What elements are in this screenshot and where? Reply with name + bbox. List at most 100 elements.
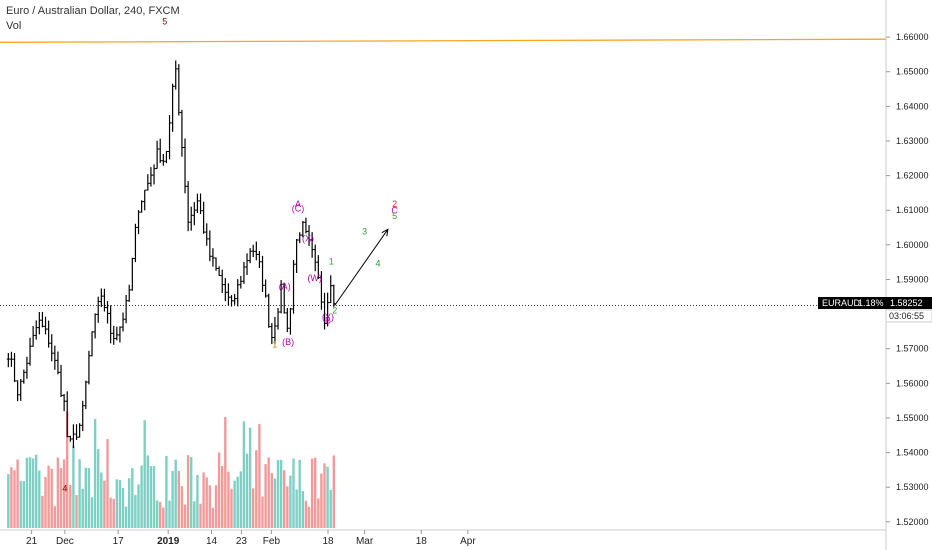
projection-arrow[interactable] xyxy=(334,229,389,306)
wave-label: 4 xyxy=(375,258,380,268)
wave-label: 3 xyxy=(362,227,367,237)
candle xyxy=(78,423,82,438)
volume-bar xyxy=(128,478,131,528)
candle xyxy=(211,248,215,267)
volume-bar xyxy=(28,457,32,528)
volume-bar xyxy=(155,500,159,528)
volume-bar xyxy=(152,466,156,528)
wave-label: 2 xyxy=(392,199,397,209)
candle xyxy=(310,232,314,258)
volume-bar xyxy=(131,468,134,528)
candle xyxy=(242,261,246,284)
x-tick-label: 14 xyxy=(206,536,218,547)
volume-bar xyxy=(75,495,78,528)
volume-bar xyxy=(214,485,218,528)
volume-bar xyxy=(233,480,236,528)
chart-title: Euro / Australian Dollar, 240, FXCM xyxy=(6,5,180,17)
volume-bar xyxy=(143,420,146,528)
volume-bar xyxy=(276,460,280,528)
volume-bar xyxy=(310,458,314,528)
x-tick-label: 18 xyxy=(416,536,428,547)
volume-bar xyxy=(329,489,332,528)
candle xyxy=(25,356,29,379)
candle xyxy=(248,248,252,264)
wave-label: (A) xyxy=(279,282,291,292)
candle xyxy=(68,435,72,442)
candle xyxy=(177,64,181,116)
candle xyxy=(74,424,79,440)
candle xyxy=(319,271,324,310)
volume-bar xyxy=(140,465,143,528)
volume-bar xyxy=(19,480,22,528)
candle xyxy=(226,283,231,306)
candle xyxy=(99,288,103,307)
wave-label: C xyxy=(391,206,398,216)
volume-bar xyxy=(242,421,246,528)
candle xyxy=(198,193,203,214)
candle xyxy=(186,181,190,232)
chart-legend: Euro / Australian Dollar, 240, FXCM Vol xyxy=(6,4,180,34)
volume-bar xyxy=(38,470,41,528)
candle xyxy=(273,316,277,345)
volume-bar xyxy=(174,459,177,528)
volume-bar xyxy=(109,497,112,528)
candle xyxy=(121,312,125,332)
candle xyxy=(40,311,45,328)
volume-bar xyxy=(224,416,227,528)
volume-bar xyxy=(326,466,329,528)
volume-bar xyxy=(286,486,289,528)
candle xyxy=(313,244,317,272)
volume-bar xyxy=(124,506,128,528)
volume-bar xyxy=(270,473,273,528)
candle xyxy=(109,305,113,344)
volume-bar xyxy=(25,457,29,528)
volume-bar xyxy=(66,411,69,528)
y-tick-label: 1.56000 xyxy=(896,378,929,388)
candle xyxy=(133,223,138,263)
volume-bar xyxy=(221,466,224,528)
candle xyxy=(202,201,206,234)
candle xyxy=(174,60,178,90)
candle xyxy=(130,257,134,291)
wave-label: B xyxy=(325,315,331,325)
volume-bar xyxy=(180,486,184,528)
volume-bar xyxy=(252,488,255,528)
volume-bar xyxy=(289,475,292,528)
volume-bar xyxy=(31,458,35,528)
candle xyxy=(276,308,280,330)
volume-bar xyxy=(22,481,25,528)
candle xyxy=(164,151,169,164)
candle xyxy=(149,167,153,187)
volume-bar xyxy=(239,471,242,528)
candle xyxy=(270,323,274,345)
candle xyxy=(118,326,122,343)
candle xyxy=(93,313,97,339)
candle xyxy=(251,244,255,258)
candle xyxy=(195,193,200,213)
candle xyxy=(87,350,91,385)
candle xyxy=(59,364,63,397)
x-tick-label: 23 xyxy=(236,536,248,547)
volume-bar xyxy=(115,479,118,528)
candle xyxy=(22,369,26,384)
resistance-trendline[interactable] xyxy=(0,38,887,43)
volume-bar xyxy=(248,427,252,528)
candle xyxy=(295,239,299,273)
volume-bar xyxy=(112,498,115,528)
candle xyxy=(223,278,227,302)
volume-bar xyxy=(208,485,211,528)
countdown-value: 03:06:55 xyxy=(889,311,924,321)
candle xyxy=(329,275,333,304)
candle xyxy=(180,109,184,157)
volume-bar xyxy=(295,489,298,528)
volume-bar xyxy=(211,507,215,528)
volume-bar xyxy=(78,459,81,528)
volume-bar xyxy=(186,455,190,528)
candle xyxy=(189,206,193,231)
x-tick-label: 2019 xyxy=(157,536,180,547)
volume-bar xyxy=(177,470,180,528)
volume-bar xyxy=(320,473,323,528)
candle xyxy=(217,266,221,277)
candle xyxy=(96,296,100,323)
